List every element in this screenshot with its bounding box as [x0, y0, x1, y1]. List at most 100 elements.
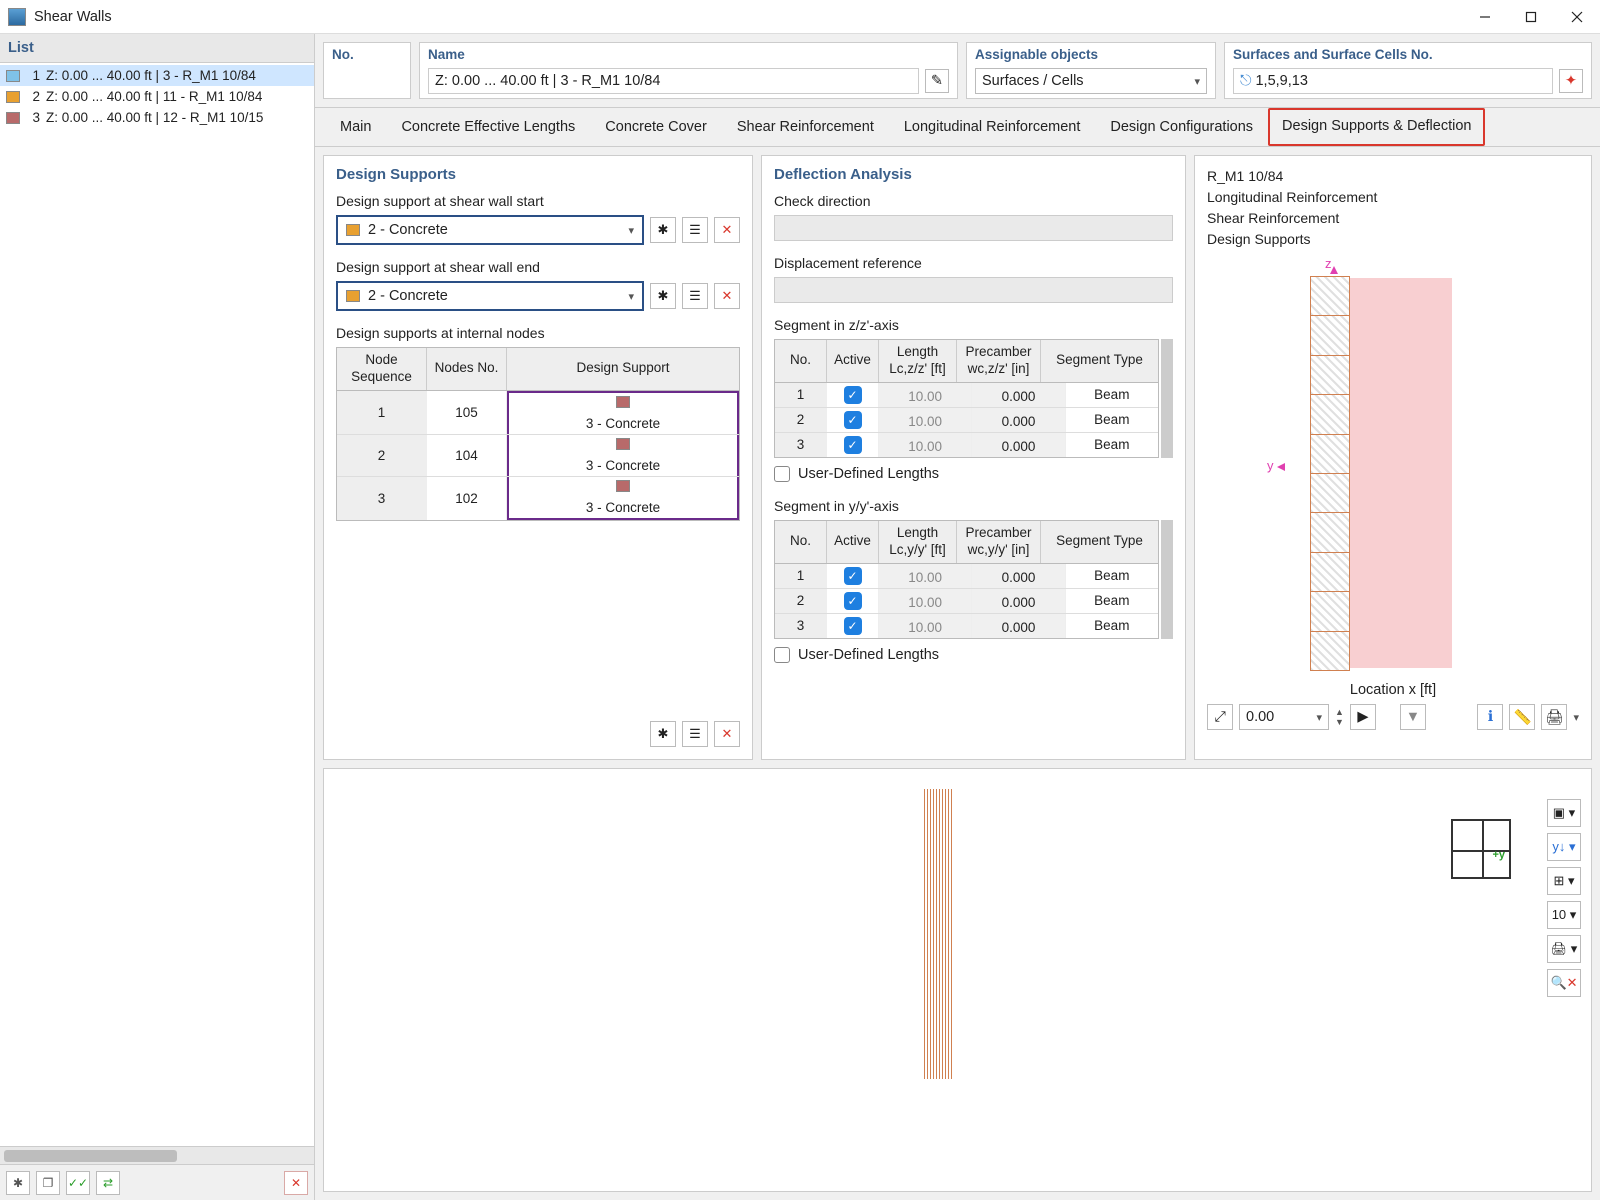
maximize-button[interactable] [1508, 0, 1554, 34]
tab-design-configurations[interactable]: Design Configurations [1095, 108, 1268, 146]
table-row[interactable]: 11053 - Concrete [337, 391, 739, 435]
list-check-button[interactable]: ✓✓ [66, 1171, 90, 1195]
ds-start-combo[interactable]: 2 - Concrete ▾ [336, 215, 644, 245]
table-row[interactable]: 310.000.000Beam [775, 433, 1158, 457]
table-row[interactable]: 210.000.000Beam [775, 589, 1158, 614]
cell-active[interactable] [827, 408, 879, 432]
col-no: No. [775, 340, 827, 382]
loc-info[interactable]: ℹ [1477, 704, 1503, 730]
close-button[interactable] [1554, 0, 1600, 34]
preview-line: R_M1 10/84 [1207, 166, 1579, 187]
chevron-down-icon[interactable]: ▾ [1573, 711, 1579, 724]
field-assignable: Assignable objects Surfaces / Cells ▾ [966, 42, 1216, 99]
titlebar: Shear Walls [0, 0, 1600, 34]
userdef-z-check[interactable] [774, 466, 790, 482]
cell-no: 2 [775, 589, 827, 613]
list-label: Z: 0.00 ... 40.00 ft | 3 - R_M1 10/84 [46, 68, 256, 83]
list-hscroll[interactable] [0, 1146, 314, 1164]
view-print-icon[interactable]: 🖨 ▾ [1547, 935, 1581, 963]
swatch-icon [346, 224, 360, 236]
spin-down-icon[interactable]: ▼ [1335, 717, 1344, 727]
spin-up-icon[interactable]: ▲ [1335, 707, 1344, 717]
ds-clear-icon[interactable]: ✕ [714, 283, 740, 309]
view-scale-icon[interactable]: 10 ▾ [1547, 901, 1581, 929]
ds-new-icon[interactable]: ✱ [650, 283, 676, 309]
view-y-icon[interactable]: y↓ ▾ [1547, 833, 1581, 861]
view-clear-icon[interactable]: 🔍✕ [1547, 969, 1581, 997]
ds-tbl-lib-icon[interactable]: ☰ [682, 721, 708, 747]
cell-active[interactable] [827, 589, 879, 613]
cell-len: 10.00 [879, 433, 972, 457]
list-copy-button[interactable]: ❐ [36, 1171, 60, 1195]
minimize-button[interactable] [1462, 0, 1508, 34]
app-icon [8, 8, 26, 26]
cell-active[interactable] [827, 383, 879, 407]
nav-cube[interactable]: +y [1451, 819, 1511, 879]
tabs: MainConcrete Effective LengthsConcrete C… [315, 107, 1600, 147]
surf-label: Surfaces and Surface Cells No. [1233, 47, 1583, 62]
no-input[interactable] [332, 68, 402, 94]
list-new-button[interactable]: ✱ [6, 1171, 30, 1195]
chevron-down-icon: ▾ [1316, 711, 1322, 724]
list-sort-button[interactable]: ⇄ [96, 1171, 120, 1195]
ds-end-combo[interactable]: 2 - Concrete ▾ [336, 281, 644, 311]
pick-surfaces-icon[interactable]: ✦ [1559, 69, 1583, 93]
loc-tool-1[interactable]: ⤢ [1207, 704, 1233, 730]
loc-print[interactable]: 🖨 [1541, 704, 1567, 730]
tab-concrete-effective-lengths[interactable]: Concrete Effective Lengths [386, 108, 590, 146]
cell-sup: 3 - Concrete [507, 435, 739, 476]
tab-main[interactable]: Main [325, 108, 386, 146]
da-dispref-input[interactable] [774, 277, 1173, 303]
check-icon [844, 411, 862, 429]
name-input[interactable]: Z: 0.00 ... 40.00 ft | 3 - R_M1 10/84 [428, 68, 919, 94]
col-no: No. [775, 521, 827, 563]
preview-panel: R_M1 10/84Longitudinal ReinforcementShea… [1194, 155, 1592, 760]
tab-concrete-cover[interactable]: Concrete Cover [590, 108, 722, 146]
table-row[interactable]: 210.000.000Beam [775, 408, 1158, 433]
preview-line: Shear Reinforcement [1207, 208, 1579, 229]
list-row[interactable]: 1Z: 0.00 ... 40.00 ft | 3 - R_M1 10/84 [0, 65, 314, 86]
ds-lib-icon[interactable]: ☰ [682, 217, 708, 243]
view-zoom-icon[interactable]: ⊞ ▾ [1547, 867, 1581, 895]
loc-value-select[interactable]: 0.00 ▾ [1239, 704, 1329, 730]
no-label: No. [332, 47, 402, 62]
col-active: Active [827, 521, 879, 563]
cell-seq: 2 [337, 435, 427, 476]
ds-clear-icon[interactable]: ✕ [714, 217, 740, 243]
list-delete-button[interactable]: ✕ [284, 1171, 308, 1195]
cell-active[interactable] [827, 564, 879, 588]
table-row[interactable]: 110.000.000Beam [775, 383, 1158, 408]
table-row[interactable]: 110.000.000Beam [775, 564, 1158, 589]
ds-new-icon[interactable]: ✱ [650, 217, 676, 243]
ds-tbl-new-icon[interactable]: ✱ [650, 721, 676, 747]
tab-longitudinal-reinforcement[interactable]: Longitudinal Reinforcement [889, 108, 1096, 146]
tab-design-supports-deflection[interactable]: Design Supports & Deflection [1268, 108, 1485, 146]
viewport-3d[interactable]: +y ▣ ▾ y↓ ▾ ⊞ ▾ 10 ▾ 🖨 ▾ 🔍✕ [323, 768, 1592, 1192]
view-iso-icon[interactable]: ▣ ▾ [1547, 799, 1581, 827]
seg-y-scroll[interactable] [1161, 520, 1173, 639]
tab-shear-reinforcement[interactable]: Shear Reinforcement [722, 108, 889, 146]
table-row[interactable]: 310.000.000Beam [775, 614, 1158, 638]
loc-play[interactable]: ▶ [1350, 704, 1376, 730]
list-row[interactable]: 2Z: 0.00 ... 40.00 ft | 11 - R_M1 10/84 [0, 86, 314, 107]
ds-lib-icon[interactable]: ☰ [682, 283, 708, 309]
edit-name-icon[interactable]: ✎ [925, 69, 949, 93]
da-checkdir-input[interactable] [774, 215, 1173, 241]
assign-select[interactable]: Surfaces / Cells ▾ [975, 68, 1207, 94]
loc-ruler[interactable]: 📏 [1509, 704, 1535, 730]
seg-z-scroll[interactable] [1161, 339, 1173, 458]
ds-tbl-clear-icon[interactable]: ✕ [714, 721, 740, 747]
link-icon: ⎋ [1240, 73, 1251, 89]
userdef-y-check[interactable] [774, 647, 790, 663]
col-no: Nodes No. [427, 348, 507, 390]
loc-filter[interactable]: ▼ [1400, 704, 1426, 730]
surf-input[interactable]: ⎋ 1,5,9,13 [1233, 68, 1553, 94]
table-row[interactable]: 21043 - Concrete [337, 435, 739, 477]
chevron-down-icon: ▾ [628, 290, 634, 303]
list-row[interactable]: 3Z: 0.00 ... 40.00 ft | 12 - R_M1 10/15 [0, 107, 314, 128]
da-dispref-label: Displacement reference [774, 255, 1173, 271]
cell-active[interactable] [827, 614, 879, 638]
col-pre: Precamber wc,y/y' [in] [957, 521, 1041, 563]
table-row[interactable]: 31023 - Concrete [337, 477, 739, 520]
cell-active[interactable] [827, 433, 879, 457]
